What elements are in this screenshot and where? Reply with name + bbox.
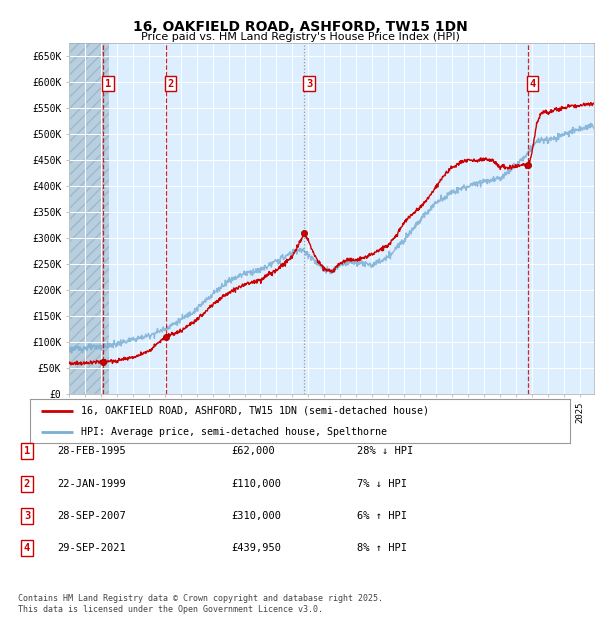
Text: 4: 4 (529, 79, 536, 89)
Text: 7% ↓ HPI: 7% ↓ HPI (357, 479, 407, 489)
Text: £310,000: £310,000 (231, 511, 281, 521)
Text: 4: 4 (24, 543, 30, 553)
Text: 3: 3 (306, 79, 312, 89)
Text: 28-FEB-1995: 28-FEB-1995 (57, 446, 126, 456)
Text: HPI: Average price, semi-detached house, Spelthorne: HPI: Average price, semi-detached house,… (82, 427, 388, 437)
Text: £439,950: £439,950 (231, 543, 281, 553)
Text: 3: 3 (24, 511, 30, 521)
Bar (69, 43, 109, 394)
Text: 1: 1 (105, 79, 112, 89)
Text: £110,000: £110,000 (231, 479, 281, 489)
Text: 1: 1 (24, 446, 30, 456)
Text: 2: 2 (24, 479, 30, 489)
Text: 29-SEP-2021: 29-SEP-2021 (57, 543, 126, 553)
Text: 2: 2 (167, 79, 174, 89)
Text: 8% ↑ HPI: 8% ↑ HPI (357, 543, 407, 553)
Text: 16, OAKFIELD ROAD, ASHFORD, TW15 1DN: 16, OAKFIELD ROAD, ASHFORD, TW15 1DN (133, 20, 467, 34)
Text: 28% ↓ HPI: 28% ↓ HPI (357, 446, 413, 456)
Text: £62,000: £62,000 (231, 446, 275, 456)
Text: Contains HM Land Registry data © Crown copyright and database right 2025.
This d: Contains HM Land Registry data © Crown c… (18, 595, 383, 614)
Text: 22-JAN-1999: 22-JAN-1999 (57, 479, 126, 489)
Text: Price paid vs. HM Land Registry's House Price Index (HPI): Price paid vs. HM Land Registry's House … (140, 32, 460, 42)
Text: 28-SEP-2007: 28-SEP-2007 (57, 511, 126, 521)
Text: 6% ↑ HPI: 6% ↑ HPI (357, 511, 407, 521)
Text: 16, OAKFIELD ROAD, ASHFORD, TW15 1DN (semi-detached house): 16, OAKFIELD ROAD, ASHFORD, TW15 1DN (se… (82, 405, 430, 416)
